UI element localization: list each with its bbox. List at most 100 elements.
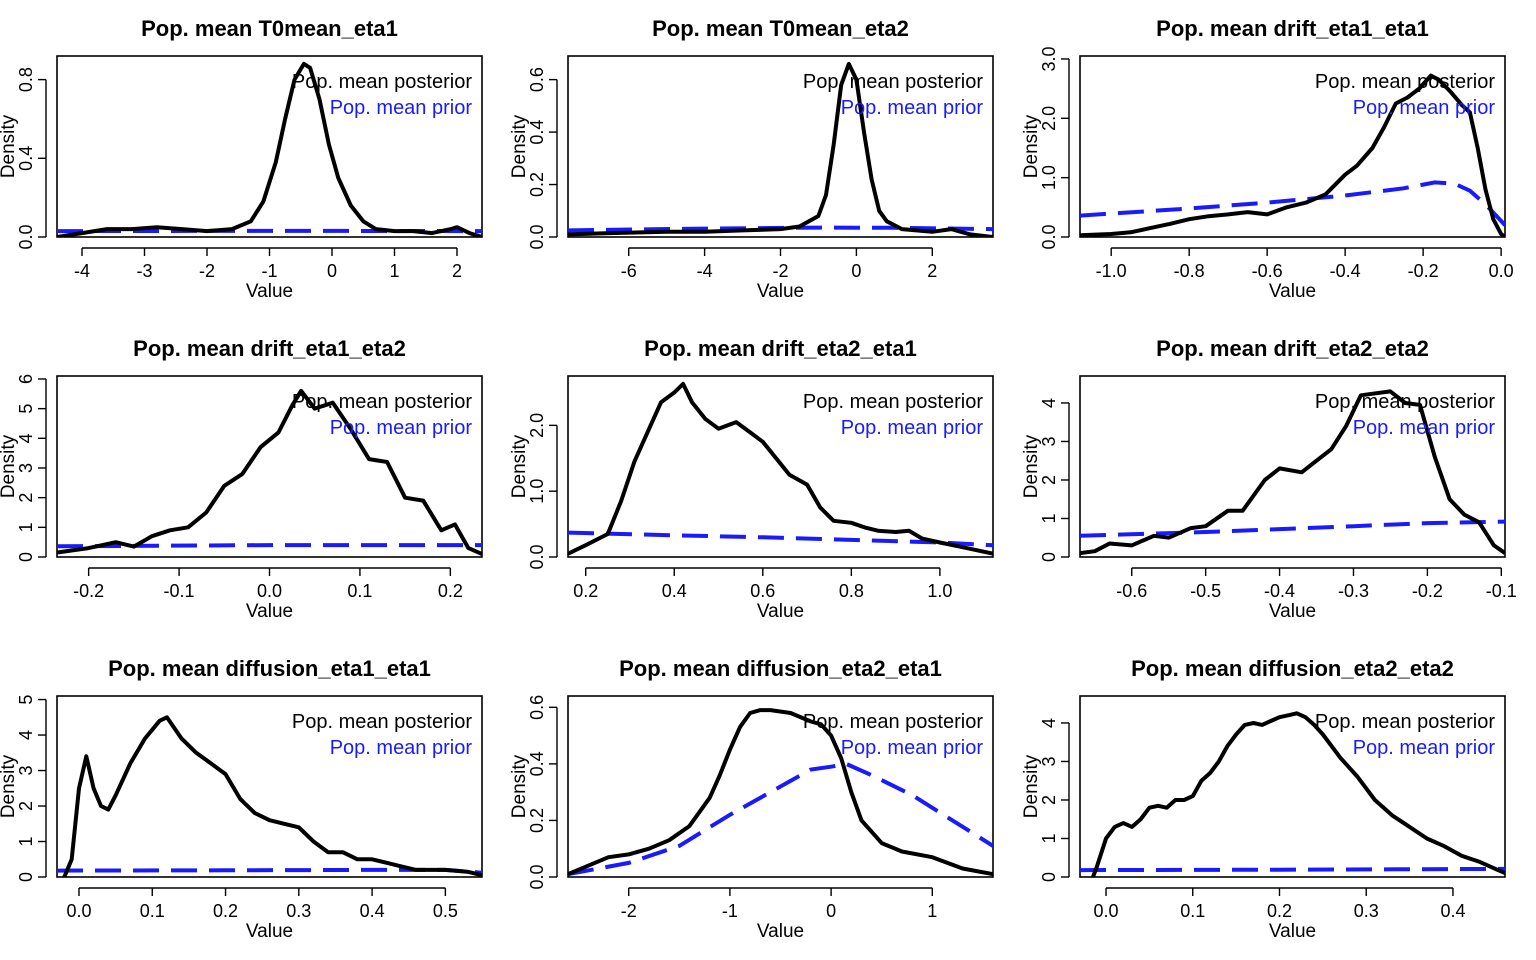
y-axis-label: Density xyxy=(1021,434,1042,498)
x-tick-label: 0.8 xyxy=(839,581,864,601)
panel-title: Pop. mean diffusion_eta1_eta1 xyxy=(108,656,431,681)
plot-frame xyxy=(56,695,483,878)
x-tick-label: -0.1 xyxy=(164,581,195,601)
y-tick-label: 2 xyxy=(16,493,36,503)
plot-frame xyxy=(567,375,994,558)
y-tick-label: 0.0 xyxy=(527,224,547,249)
x-tick-label: 0.3 xyxy=(286,901,311,921)
legend-posterior-label: Pop. mean posterior xyxy=(292,71,472,93)
density-panel-9: Pop. mean diffusion_eta2_eta2 0.0 0.1 0.2 0.… xyxy=(1021,656,1506,942)
y-tick-label: 1.0 xyxy=(1039,165,1059,190)
y-tick-label: 0.6 xyxy=(527,695,547,720)
y-tick-label: 0.8 xyxy=(16,67,36,92)
y-tick-label: 5 xyxy=(16,404,36,414)
x-tick-label: 0.4 xyxy=(1440,901,1465,921)
legend-posterior-label: Pop. mean posterior xyxy=(292,711,472,733)
y-tick-label: 1 xyxy=(1039,833,1059,843)
posterior-density-line xyxy=(62,715,482,877)
x-tick-label: 1 xyxy=(927,901,937,921)
y-tick-label: 0.2 xyxy=(527,172,547,197)
x-axis-label: Value xyxy=(757,601,804,622)
prior-density-line xyxy=(568,225,993,233)
x-tick-label: -0.6 xyxy=(1116,581,1147,601)
x-tick-label: -1 xyxy=(722,901,738,921)
plot-frame xyxy=(567,695,994,878)
posterior-density-line xyxy=(57,388,482,556)
panel-title: Pop. mean diffusion_eta2_eta1 xyxy=(619,656,942,681)
x-tick-label: 0 xyxy=(327,261,337,281)
posterior-density-line xyxy=(1080,73,1505,237)
y-tick-label: 2 xyxy=(1039,795,1059,805)
y-tick-label: 4 xyxy=(1039,398,1059,408)
x-tick-label: 0.1 xyxy=(1180,901,1205,921)
x-tick-label: -0.2 xyxy=(73,581,104,601)
legend-prior-label: Pop. mean prior xyxy=(841,97,984,119)
x-tick-label: 0.1 xyxy=(140,901,165,921)
density-panel-6: Pop. mean drift_eta2_eta2 -0.6 -0.5 -0.4 -0.… xyxy=(1021,336,1517,622)
y-tick-label: 0 xyxy=(16,872,36,882)
y-axis-label: Density xyxy=(509,754,530,818)
prior-density-line xyxy=(568,761,993,877)
y-tick-label: 4 xyxy=(1039,718,1059,728)
density-panel-8: Pop. mean diffusion_eta2_eta1 -2 -1 0 1 Value… xyxy=(509,656,994,942)
x-tick-label: -0.2 xyxy=(1412,581,1443,601)
legend-prior-label: Pop. mean prior xyxy=(1353,417,1496,439)
y-tick-label: 0.4 xyxy=(527,120,547,145)
posterior-density-line xyxy=(568,61,993,237)
y-tick-label: 0.0 xyxy=(527,544,547,569)
y-tick-label: 3 xyxy=(16,766,36,776)
y-tick-label: 0 xyxy=(16,552,36,562)
x-tick-label: 0.0 xyxy=(66,901,91,921)
legend-posterior-label: Pop. mean posterior xyxy=(1315,71,1495,93)
density-panel-1: Pop. mean T0mean_eta1 -4 -3 -2 -1 0 1 2 Value 0.0… xyxy=(0,16,483,302)
x-tick-label: 0.0 xyxy=(1094,901,1119,921)
x-axis-label: Value xyxy=(246,281,293,302)
x-tick-label: 0.3 xyxy=(1354,901,1379,921)
x-tick-label: 0.2 xyxy=(438,581,463,601)
x-tick-label: 0.1 xyxy=(347,581,372,601)
x-axis-label: Value xyxy=(1269,921,1316,942)
x-tick-label: -0.1 xyxy=(1486,581,1517,601)
x-axis-label: Value xyxy=(1269,281,1316,302)
x-tick-label: -1 xyxy=(261,261,277,281)
panel-title: Pop. mean T0mean_eta1 xyxy=(141,16,398,41)
y-axis-label: Density xyxy=(1021,754,1042,818)
y-axis-label: Density xyxy=(509,114,530,178)
legend-posterior-label: Pop. mean posterior xyxy=(803,711,983,733)
x-axis-label: Value xyxy=(1269,601,1316,622)
y-axis-label: Density xyxy=(509,434,530,498)
x-tick-label: 0.4 xyxy=(662,581,687,601)
plot-frame xyxy=(56,375,483,558)
x-tick-label: -0.2 xyxy=(1408,261,1439,281)
x-tick-label: 2 xyxy=(927,261,937,281)
x-tick-label: 0 xyxy=(826,901,836,921)
y-tick-label: 1 xyxy=(1039,513,1059,523)
y-tick-label: 0.4 xyxy=(16,146,36,171)
y-tick-label: 1.0 xyxy=(527,479,547,504)
y-tick-label: 3.0 xyxy=(1039,46,1059,71)
legend-posterior-label: Pop. mean posterior xyxy=(292,391,472,413)
prior-density-line xyxy=(1080,519,1505,538)
x-tick-label: -0.6 xyxy=(1252,261,1283,281)
y-axis-label: Density xyxy=(0,114,19,178)
y-tick-label: 0 xyxy=(1039,872,1059,882)
x-tick-label: -3 xyxy=(136,261,152,281)
prior-density-line xyxy=(57,543,482,549)
panel-title: Pop. mean diffusion_eta2_eta2 xyxy=(1131,656,1454,681)
x-tick-label: 0.2 xyxy=(1267,901,1292,921)
x-tick-label: -0.3 xyxy=(1338,581,1369,601)
y-tick-label: 2.0 xyxy=(527,413,547,438)
x-tick-label: -0.4 xyxy=(1264,581,1295,601)
x-tick-label: -2 xyxy=(199,261,215,281)
x-tick-label: -1.0 xyxy=(1096,261,1127,281)
density-panel-2: Pop. mean T0mean_eta2 -6 -4 -2 0 2 Value 0.0 0.2… xyxy=(509,16,994,302)
x-tick-label: -2 xyxy=(621,901,637,921)
x-axis-label: Value xyxy=(246,601,293,622)
y-tick-label: 0.4 xyxy=(527,751,547,776)
y-tick-label: 3 xyxy=(1039,756,1059,766)
legend-prior-label: Pop. mean prior xyxy=(1353,97,1496,119)
density-panel-4: Pop. mean drift_eta1_eta2 -0.2 -0.1 0.0 0.1 0… xyxy=(0,336,483,622)
panel-title: Pop. mean drift_eta2_eta1 xyxy=(644,336,917,361)
y-tick-label: 0.0 xyxy=(16,224,36,249)
posterior-density-line xyxy=(57,61,482,237)
